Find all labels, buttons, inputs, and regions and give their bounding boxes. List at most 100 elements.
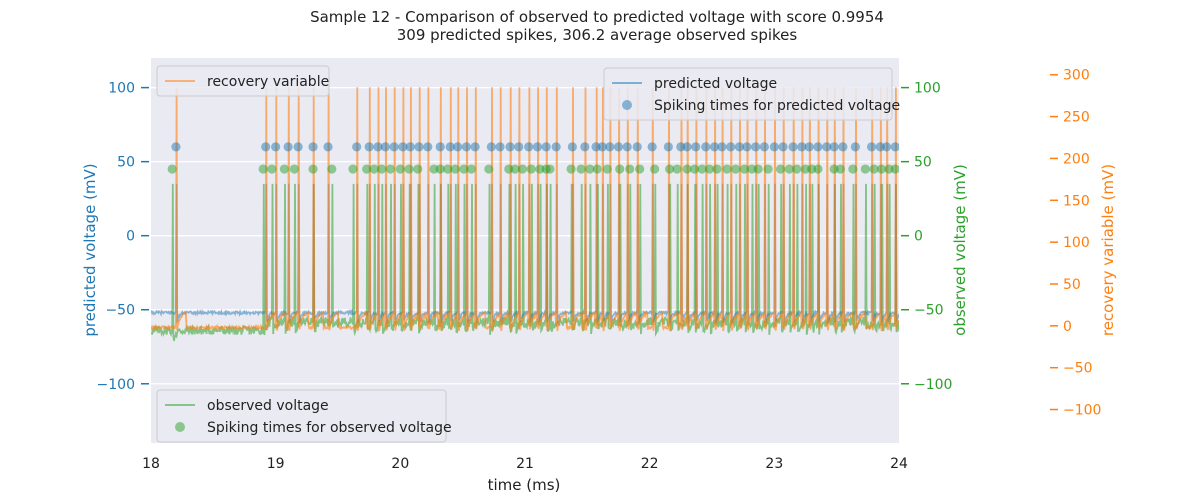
left-tick-label: −50 xyxy=(105,303,135,319)
predicted-spike-marker xyxy=(726,142,736,152)
right-axis-label: observed voltage (mV) xyxy=(951,164,969,336)
predicted-spike-marker xyxy=(453,142,463,152)
observed-spike-marker xyxy=(813,164,823,174)
observed-spike-marker xyxy=(377,164,387,174)
chart-title: Sample 12 - Comparison of observed to pr… xyxy=(310,8,884,26)
observed-spike-marker xyxy=(650,164,660,174)
predicted-spike-marker xyxy=(373,142,383,152)
left-tick-label: −100 xyxy=(97,377,135,393)
predicted-spike-marker xyxy=(486,142,496,152)
legend-box xyxy=(156,389,447,443)
far-right-tick-label: 0 xyxy=(1063,319,1072,335)
observed-spike-marker xyxy=(258,164,268,174)
observed-spike-marker xyxy=(279,164,289,174)
observed-spike-marker xyxy=(308,164,318,174)
predicted-spike-marker xyxy=(514,142,524,152)
x-tick-label: 19 xyxy=(267,456,285,472)
observed-spike-marker xyxy=(510,164,520,174)
observed-spike-marker xyxy=(731,164,741,174)
predicted-spike-marker xyxy=(323,142,333,152)
observed-spike-marker xyxy=(712,164,722,174)
observed-spike-marker xyxy=(517,164,528,174)
legend-top-right: predicted voltage Spiking times for predi… xyxy=(603,67,900,121)
observed-spike-marker xyxy=(385,164,395,174)
predicted-spike-marker xyxy=(866,142,877,152)
predicted-spike-marker xyxy=(881,142,892,152)
predicted-spike-marker xyxy=(461,142,472,152)
legend-dot-swatch xyxy=(622,100,632,110)
predicted-spike-marker xyxy=(364,142,374,152)
far-right-tick-label: 300 xyxy=(1063,68,1090,84)
predicted-spike-marker xyxy=(580,142,590,152)
far-right-axis-label: recovery variable (mV) xyxy=(1099,164,1117,336)
x-tick-label: 22 xyxy=(641,456,659,472)
predicted-spike-marker xyxy=(838,142,848,152)
observed-spike-marker xyxy=(484,164,494,174)
x-tick-label: 20 xyxy=(391,456,409,472)
far-right-tick-label: −100 xyxy=(1063,403,1101,419)
observed-spike-marker xyxy=(362,164,372,174)
predicted-spike-marker xyxy=(605,142,615,152)
legend-box xyxy=(156,65,330,97)
legend-label: Spiking times for predicted voltage xyxy=(654,98,900,114)
observed-spike-marker xyxy=(443,164,453,174)
predicted-spike-marker xyxy=(850,142,860,152)
observed-spike-marker xyxy=(167,164,177,174)
predicted-spike-marker xyxy=(734,142,745,152)
predicted-spike-marker xyxy=(405,142,415,152)
predicted-spike-marker xyxy=(567,142,577,152)
predicted-spike-marker xyxy=(271,142,281,152)
x-tick-label: 23 xyxy=(765,456,783,472)
recovery-variable-line xyxy=(151,87,899,332)
observed-spike-marker xyxy=(566,164,576,174)
observed-spike-marker xyxy=(327,164,337,174)
observed-spike-marker xyxy=(576,164,586,174)
x-tick-label: 21 xyxy=(516,456,534,472)
observed-spike-marker xyxy=(890,164,899,174)
far-right-tick-label: 50 xyxy=(1063,277,1081,293)
predicted-spike-marker xyxy=(505,142,515,152)
right-tick-label: 100 xyxy=(914,81,941,97)
x-tick-label: 24 xyxy=(890,456,908,472)
right-tick-label: 0 xyxy=(914,229,923,245)
observed-spike-marker xyxy=(697,164,707,174)
observed-spike-marker xyxy=(792,164,802,174)
observed-spike-marker xyxy=(835,164,846,174)
predicted-spike-marker xyxy=(778,142,788,152)
predicted-spike-marker xyxy=(613,142,624,152)
predicted-spike-marker xyxy=(435,142,445,152)
observed-spike-marker xyxy=(860,164,870,174)
legend-label: observed voltage xyxy=(207,398,329,414)
predicted-spike-marker xyxy=(261,142,271,152)
predicted-spike-marker xyxy=(171,142,181,152)
far-right-tick-label: 100 xyxy=(1063,235,1090,251)
observed-spike-marker xyxy=(739,164,750,174)
data-layer xyxy=(151,87,899,342)
legend-label: predicted voltage xyxy=(654,76,777,92)
observed-spike-marker xyxy=(665,164,675,174)
observed-spike-marker xyxy=(672,164,682,174)
predicted-spike-marker xyxy=(701,142,711,152)
predicted-spike-marker xyxy=(788,142,798,152)
predicted-spike-marker xyxy=(308,142,318,152)
predicted-spike-marker xyxy=(524,142,534,152)
predicted-spike-marker xyxy=(759,142,769,152)
predicted-spike-marker xyxy=(647,142,657,152)
right-tick-label: −100 xyxy=(914,377,952,393)
predicted-spike-marker xyxy=(445,142,455,152)
predicted-spike-marker xyxy=(751,142,761,152)
predicted-spike-marker xyxy=(709,142,720,152)
predicted-spike-marker xyxy=(742,142,752,152)
observed-spike-marker xyxy=(602,164,612,174)
observed-spike-marker xyxy=(585,164,595,174)
far-right-tick-label: 200 xyxy=(1063,151,1090,167)
right-tick-label: 50 xyxy=(914,155,932,171)
predicted-spike-marker xyxy=(389,142,399,152)
predicted-spike-marker xyxy=(804,142,814,152)
predicted-spike-marker xyxy=(414,142,424,152)
predicted-spike-marker xyxy=(398,142,408,152)
observed-spike-marker xyxy=(267,164,277,174)
left-tick-label: 100 xyxy=(108,81,135,97)
observed-spike-marker xyxy=(395,164,405,174)
